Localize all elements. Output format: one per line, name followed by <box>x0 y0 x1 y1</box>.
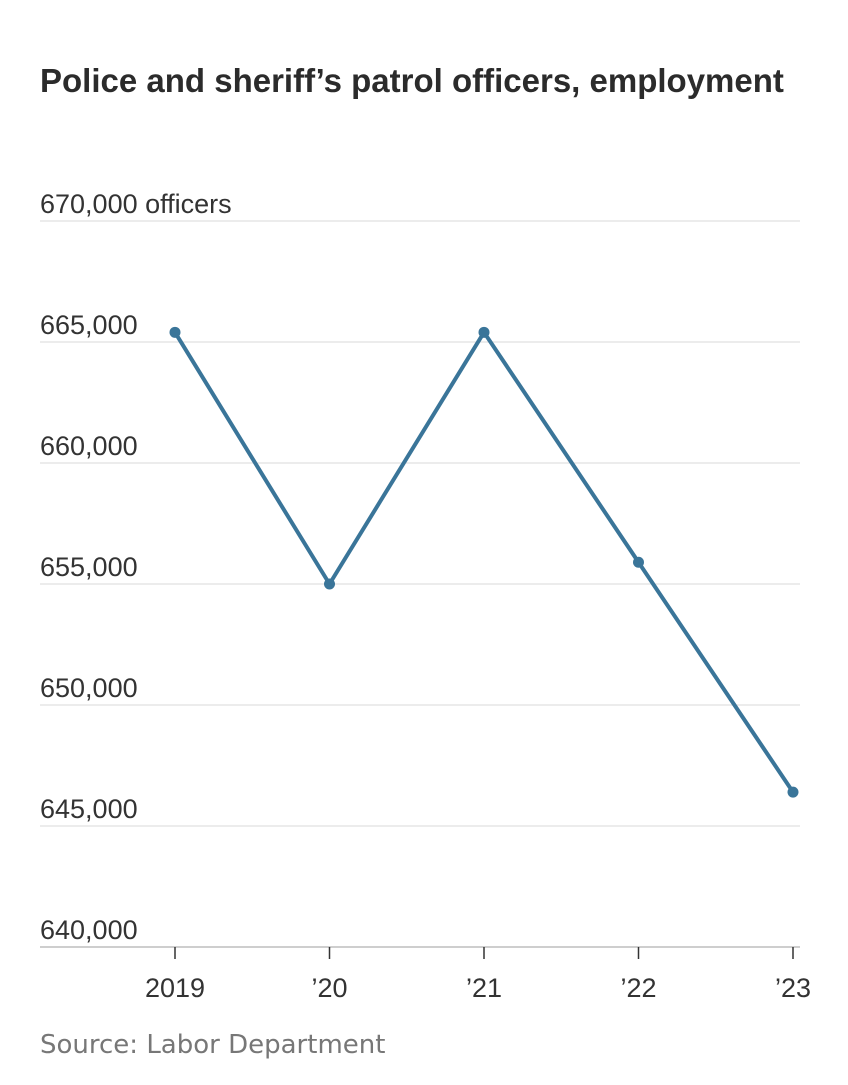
x-tick-label: ’23 <box>775 973 811 1003</box>
x-axis: 2019 ’20 ’21 ’22 ’23 <box>145 947 811 1003</box>
data-point <box>169 326 181 338</box>
x-tick-label: ’21 <box>466 973 502 1003</box>
series-line <box>169 326 799 798</box>
data-point <box>478 326 490 338</box>
y-tick-label: 650,000 <box>40 673 138 703</box>
x-tick-label: ’22 <box>620 973 656 1003</box>
chart-title: Police and sheriff’s patrol officers, em… <box>40 62 784 99</box>
y-axis-ticks: 670,000 officers 665,000 660,000 655,000 650… <box>40 189 232 945</box>
y-tick-label: 665,000 <box>40 310 138 340</box>
x-tick-label: 2019 <box>145 973 205 1003</box>
y-tick-label: 655,000 <box>40 552 138 582</box>
y-tick-label: 660,000 <box>40 431 138 461</box>
y-tick-label: 645,000 <box>40 794 138 824</box>
x-tick-label: ’20 <box>311 973 347 1003</box>
data-point <box>633 556 644 568</box>
series-line-path <box>173 330 795 795</box>
gridlines <box>40 220 800 948</box>
data-point <box>324 578 335 590</box>
source-note: Source: Labor Department <box>40 1030 386 1060</box>
y-tick-label: 640,000 <box>40 915 138 945</box>
y-tick-label: 670,000 officers <box>40 189 232 219</box>
data-point <box>787 786 799 798</box>
